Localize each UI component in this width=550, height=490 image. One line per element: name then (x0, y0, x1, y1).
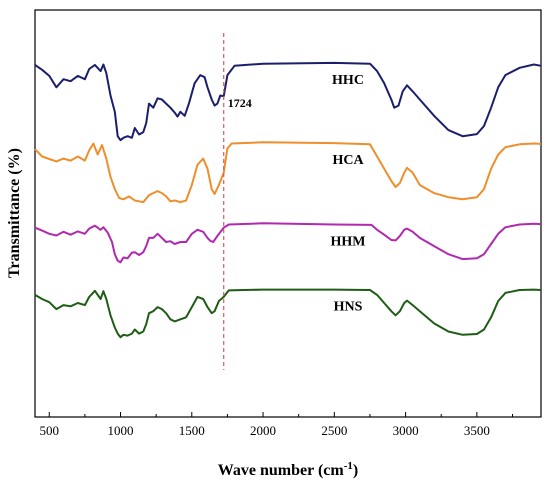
series-label-hhm: HHM (331, 234, 366, 249)
series-line-hhc (34, 61, 542, 142)
plot-area-frame (34, 9, 542, 418)
series-line-hca (34, 141, 542, 204)
annotation-label: 1724 (228, 96, 252, 110)
x-axis-title-superscript: -1 (344, 460, 353, 472)
series-label-hhc: HHC (332, 73, 364, 88)
x-tick-label: 2000 (250, 423, 276, 438)
series-label-hns: HNS (334, 300, 363, 315)
x-tick-label: 1500 (179, 423, 205, 438)
y-axis-title: Transmittance (%) (6, 148, 23, 278)
x-tick-label: 1000 (108, 423, 134, 438)
annotation-group: 1724 (223, 33, 252, 370)
series-label-hca: HCA (332, 153, 364, 168)
x-tick-label: 500 (40, 423, 60, 438)
x-tick-label: 2500 (321, 423, 347, 438)
series-group: HHC HCA HHM HNS (34, 61, 542, 339)
series-line-hhm (34, 222, 542, 264)
x-axis-title: Wave number (cm-1) (218, 460, 358, 479)
series-line-hns (34, 288, 542, 339)
x-tick-label: 3500 (464, 423, 490, 438)
x-axis-ticks: 500 1000 1500 2000 2500 3000 3500 (40, 412, 513, 438)
x-tick-label: 3000 (393, 423, 419, 438)
